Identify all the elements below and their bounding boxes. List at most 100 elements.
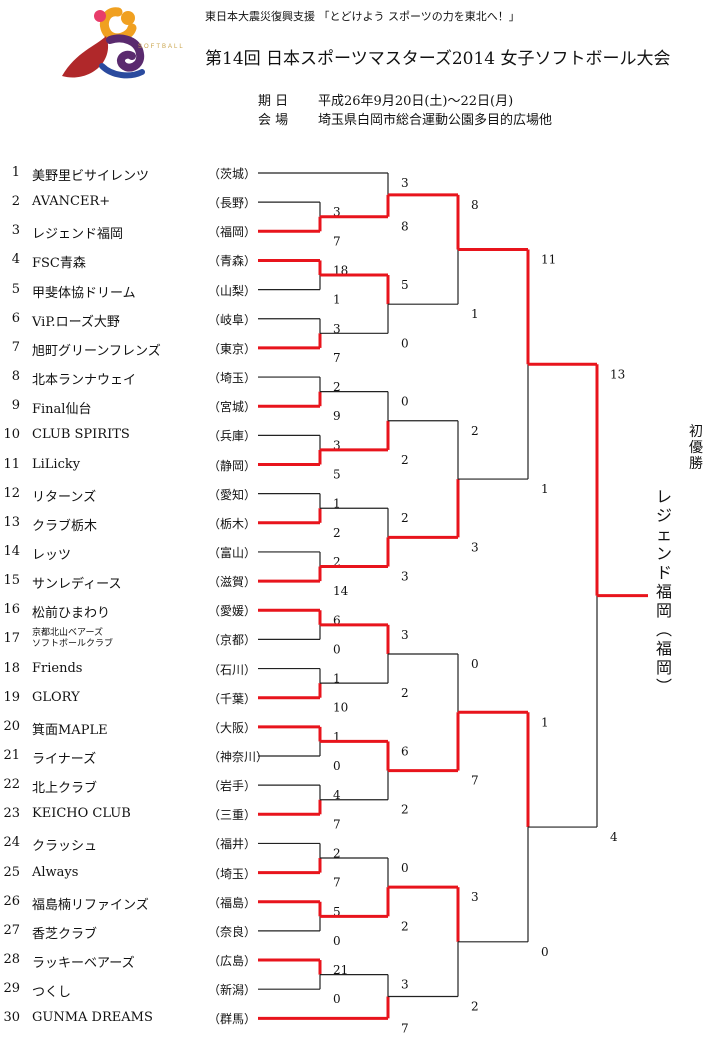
team-number: 8	[11, 369, 20, 385]
team-prefecture: （福島）	[208, 895, 257, 910]
team-number: 30	[3, 1010, 20, 1026]
team-name: Always	[32, 864, 79, 880]
team-name: 美野里ビサイレンツ	[32, 169, 150, 184]
team-name: 北本ランナウェイ	[32, 373, 137, 389]
score-label: 3	[333, 322, 341, 336]
team-prefecture: （奈良）	[208, 924, 257, 939]
venue-value: 埼玉県白岡市総合運動公園多目的広場他	[318, 113, 553, 128]
team-prefecture: （兵庫）	[208, 429, 257, 444]
team-name: つくし	[32, 985, 72, 1001]
score-label: 5	[333, 468, 341, 482]
score-label: 8	[471, 198, 479, 212]
score-label: 7	[333, 234, 341, 248]
team-name: 箕面MAPLE	[32, 722, 108, 738]
team-prefecture: （広島）	[208, 954, 257, 969]
team-number: 1	[11, 165, 20, 180]
team-number: 26	[3, 893, 20, 909]
team-prefecture: （山梨）	[208, 283, 257, 298]
team-prefecture: （滋賀）	[208, 575, 257, 590]
team-number: 11	[3, 456, 20, 472]
score-label: 9	[333, 409, 341, 423]
score-label: 11	[541, 253, 556, 267]
score-label: 3	[401, 176, 409, 190]
score-label: 7	[333, 817, 341, 831]
team-number: 5	[11, 281, 20, 297]
team-number: 6	[11, 310, 20, 326]
champion-label: 初優勝	[689, 424, 703, 472]
team-number: 12	[3, 485, 20, 501]
team-name: クラブ栃木	[32, 518, 98, 534]
team-name: Final仙台	[32, 402, 92, 418]
score-label: 4	[610, 830, 618, 844]
score-label: 3	[333, 438, 341, 452]
team-number: 24	[3, 835, 20, 851]
team-name: 松前ひまわり	[32, 606, 111, 622]
team-name: ライナーズ	[32, 752, 97, 767]
team-number: 2	[11, 194, 20, 210]
team-name: LiLicky	[32, 456, 81, 472]
score-label: 2	[333, 526, 341, 540]
score-label: 7	[471, 774, 479, 788]
score-label: 0	[401, 395, 409, 409]
team-prefecture: （埼玉）	[208, 371, 257, 386]
score-label: 5	[333, 905, 341, 919]
team-number: 15	[3, 573, 20, 589]
team-number: 9	[11, 398, 20, 414]
team-name: 京都北山ベアーズ	[32, 628, 104, 639]
team-name-line2: ソフトボールクラブ	[32, 639, 114, 650]
team-name: サンレディース	[32, 577, 122, 593]
team-number: 21	[3, 748, 20, 763]
team-name: 甲斐体協ドリーム	[32, 285, 136, 301]
team-number: 14	[3, 543, 20, 559]
score-label: 10	[333, 701, 348, 715]
team-prefecture: （千葉）	[208, 691, 257, 706]
score-label: 4	[333, 788, 341, 802]
score-label: 2	[401, 511, 409, 525]
team-number: 28	[3, 952, 20, 968]
team-prefecture: （栃木）	[208, 516, 257, 531]
support-line: 東日本大震災復興支援 「とどけよう スポーツの力を東北へ！」	[205, 10, 520, 23]
team-prefecture: （神奈川）	[208, 750, 269, 764]
score-label: 21	[333, 963, 348, 977]
team-prefecture: （群馬）	[208, 1012, 257, 1027]
team-prefecture: （愛媛）	[208, 604, 257, 619]
team-number: 27	[3, 922, 20, 938]
score-label: 2	[333, 380, 341, 394]
score-label: 2	[471, 999, 479, 1013]
score-label: 2	[471, 424, 479, 438]
team-name: CLUB SPIRITS	[32, 427, 130, 443]
score-label: 1	[333, 672, 341, 686]
team-name: FSC青森	[32, 256, 86, 272]
score-label: 0	[333, 934, 341, 948]
team-prefecture: （福井）	[208, 837, 257, 852]
softball-logo: SOFTBALL	[56, 6, 186, 86]
team-number: 10	[3, 427, 20, 443]
team-name: レジェンド福岡	[32, 227, 124, 243]
page-title: 第14回 日本スポーツマスターズ2014 女子ソフトボール大会	[205, 49, 671, 69]
score-label: 14	[333, 584, 349, 598]
score-label: 0	[401, 861, 409, 875]
team-prefecture: （京都）	[208, 633, 257, 648]
team-number: 19	[3, 689, 20, 705]
score-label: 1	[333, 497, 341, 511]
team-name: リターンズ	[32, 489, 97, 505]
score-label: 3	[401, 628, 409, 642]
team-number: 29	[3, 981, 20, 997]
score-label: 7	[401, 1021, 409, 1035]
team-name: レッツ	[32, 547, 72, 563]
team-prefecture: （茨城）	[208, 167, 257, 181]
team-prefecture: （静岡）	[208, 458, 257, 473]
team-number: 22	[3, 777, 20, 793]
team-name: AVANCER+	[32, 194, 111, 210]
team-name: ViP.ローズ大野	[32, 314, 120, 330]
team-name: クラッシュ	[32, 839, 98, 855]
team-prefecture: （岩手）	[208, 779, 257, 794]
score-label: 7	[333, 876, 341, 890]
team-prefecture: （三重）	[208, 808, 257, 823]
team-number: 16	[3, 602, 20, 618]
score-label: 0	[471, 657, 479, 671]
score-label: 3	[471, 890, 479, 904]
team-number: 25	[3, 864, 20, 880]
team-prefecture: （大阪）	[208, 720, 257, 735]
team-prefecture: （富山）	[208, 545, 257, 560]
